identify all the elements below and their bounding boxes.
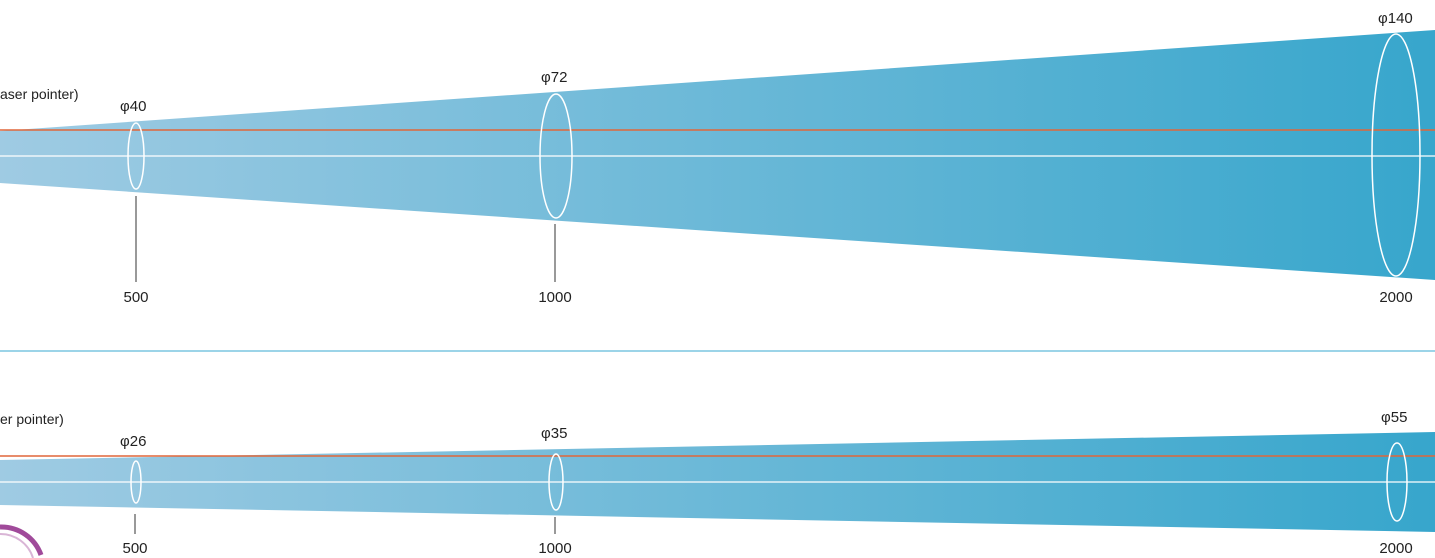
- diameter-label-2000-b: φ55: [1381, 409, 1407, 426]
- diameter-label-2000: φ140: [1378, 10, 1413, 27]
- legend-text-bottom: er pointer): [0, 411, 64, 427]
- distance-label-2000-b: 2000: [1379, 540, 1412, 557]
- legend-text-top: aser pointer): [0, 86, 79, 102]
- distance-label-1000-b: 1000: [538, 540, 571, 557]
- beam-section-ellipse-1000: [539, 93, 573, 219]
- beam-section-ellipse-500-b: [130, 460, 142, 504]
- distance-label-500: 500: [123, 289, 148, 306]
- beam-cone-top: [0, 30, 1435, 280]
- beam-section-ellipse-2000: [1371, 33, 1421, 277]
- corner-badge-arc-inner: [0, 532, 34, 558]
- distance-label-500-b: 500: [122, 540, 147, 557]
- diameter-label-500: φ40: [120, 98, 146, 115]
- diameter-label-500-b: φ26: [120, 433, 146, 450]
- beam-panel-bottom: er pointer) φ26 500 φ35 1000 φ55 2000: [0, 409, 1435, 557]
- beam-panel-top: aser pointer) φ40 500 φ72 1000 φ140 2000: [0, 10, 1435, 306]
- beam-section-ellipse-1000-b: [548, 453, 564, 511]
- diameter-label-1000: φ72: [541, 69, 567, 86]
- beam-section-ellipse-2000-b: [1386, 442, 1408, 522]
- corner-badge-arc: [0, 524, 44, 556]
- beam-section-ellipse-500: [127, 122, 145, 190]
- diameter-label-1000-b: φ35: [541, 425, 567, 442]
- distance-label-1000: 1000: [538, 289, 571, 306]
- distance-label-2000: 2000: [1379, 289, 1412, 306]
